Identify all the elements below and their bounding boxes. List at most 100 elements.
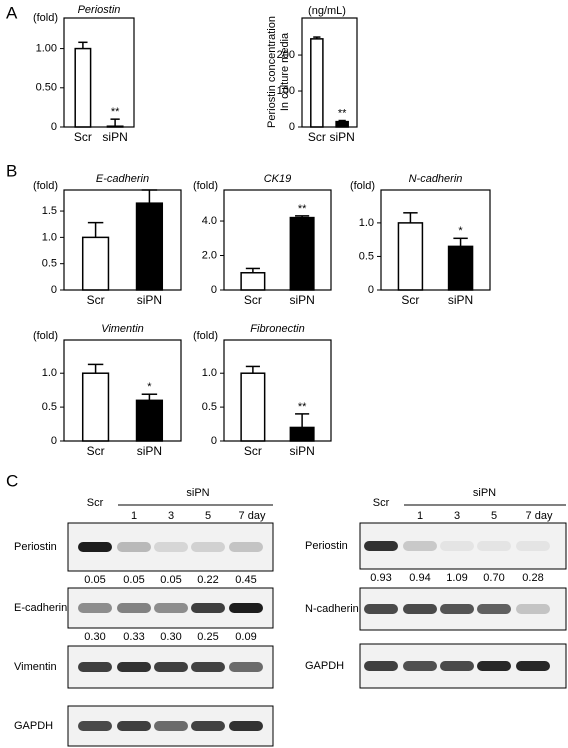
band [364, 661, 398, 671]
quantification: 0.93 [370, 572, 391, 584]
row-label: E-cadherin [14, 602, 67, 614]
lane-label: 3 [454, 510, 460, 522]
y-tick-label: 1.00 [36, 42, 57, 54]
band [191, 721, 225, 731]
band [78, 721, 112, 731]
lane-label: 5 [491, 510, 497, 522]
plot-frame [63, 339, 182, 442]
band [229, 603, 263, 613]
chart-title: N-cadherin [409, 173, 463, 185]
y-tick-label: 0 [211, 435, 217, 447]
quantification: 0.94 [409, 572, 430, 584]
bar [81, 236, 110, 291]
bar [135, 202, 164, 291]
x-tick-label: Scr [401, 293, 419, 307]
y-tick-label: 0.5 [42, 401, 57, 413]
y-tick-label: 0.5 [359, 250, 374, 262]
row-label: Vimentin [14, 661, 57, 673]
quantification: 0.45 [235, 574, 256, 586]
row-label: Periostin [14, 541, 57, 553]
band [440, 661, 474, 671]
quantification: 0.30 [160, 631, 181, 643]
y-tick-label: 1.5 [42, 205, 57, 217]
chart-title: CK19 [264, 173, 292, 185]
band [477, 541, 511, 551]
bar [81, 372, 110, 442]
chart-title: Vimentin [101, 323, 144, 335]
bar [74, 47, 92, 128]
quantification: 0.70 [483, 572, 504, 584]
y-tick-label: 1.0 [42, 231, 57, 243]
lane-label: 1 [417, 510, 423, 522]
lane-label: 7 day [526, 510, 553, 522]
plot-frame [223, 339, 332, 442]
y-tick-label: 200 [277, 49, 295, 61]
y-tick-label: 0.50 [36, 82, 57, 94]
y-unit: (ng/mL) [308, 5, 346, 17]
y-tick-label: 2.0 [202, 249, 217, 261]
bar [310, 38, 324, 128]
panel-label: C [6, 471, 18, 490]
plot-frame [301, 17, 358, 128]
band [516, 604, 550, 614]
bar [335, 120, 349, 128]
band [516, 541, 550, 551]
quantification: 0.25 [197, 631, 218, 643]
plot-frame [223, 189, 332, 291]
row-label: GAPDH [14, 720, 53, 732]
band [191, 603, 225, 613]
y-tick-label: 0 [51, 435, 57, 447]
band [191, 662, 225, 672]
band [154, 721, 188, 731]
band [229, 662, 263, 672]
band [477, 661, 511, 671]
x-tick-label: Scr [87, 293, 105, 307]
plot-frame [63, 17, 135, 128]
quantification: 0.33 [123, 631, 144, 643]
band [229, 721, 263, 731]
band [403, 604, 437, 614]
quantification: 0.05 [84, 574, 105, 586]
band [154, 603, 188, 613]
y-tick-label: 0 [51, 121, 57, 133]
row-label: N-cadherin [305, 603, 359, 615]
x-tick-label: Scr [244, 293, 262, 307]
band [117, 603, 151, 613]
band [440, 604, 474, 614]
panel-label: B [6, 161, 17, 180]
significance: ** [338, 107, 347, 119]
lane-label: 5 [205, 510, 211, 522]
band [440, 541, 474, 551]
band [364, 604, 398, 614]
quantification: 0.05 [123, 574, 144, 586]
chart-title: E-cadherin [96, 173, 149, 185]
y-unit: (fold) [350, 180, 375, 192]
quantification: 1.09 [446, 572, 467, 584]
y-unit: (fold) [33, 12, 58, 24]
x-tick-label: Scr [308, 130, 326, 144]
plot-frame [380, 189, 491, 291]
y-tick-label: 100 [277, 85, 295, 97]
quantification: 0.09 [235, 631, 256, 643]
y-tick-label: 0 [368, 284, 374, 296]
y-unit: (fold) [193, 330, 218, 342]
y-tick-label: 1.0 [359, 217, 374, 229]
y-unit: (fold) [193, 180, 218, 192]
band [117, 721, 151, 731]
x-tick-label: siPN [448, 293, 473, 307]
bar [397, 222, 424, 291]
y-tick-label: 4.0 [202, 215, 217, 227]
band [78, 542, 112, 552]
band [403, 541, 437, 551]
band [78, 603, 112, 613]
quantification: 0.22 [197, 574, 218, 586]
band [364, 541, 398, 551]
x-tick-label: siPN [137, 293, 162, 307]
x-tick-label: siPN [102, 130, 127, 144]
x-tick-label: siPN [289, 444, 314, 458]
bar [135, 399, 164, 442]
x-tick-label: siPN [137, 444, 162, 458]
lane-label: 7 day [239, 510, 266, 522]
y-tick-label: 0 [211, 284, 217, 296]
band [229, 542, 263, 552]
